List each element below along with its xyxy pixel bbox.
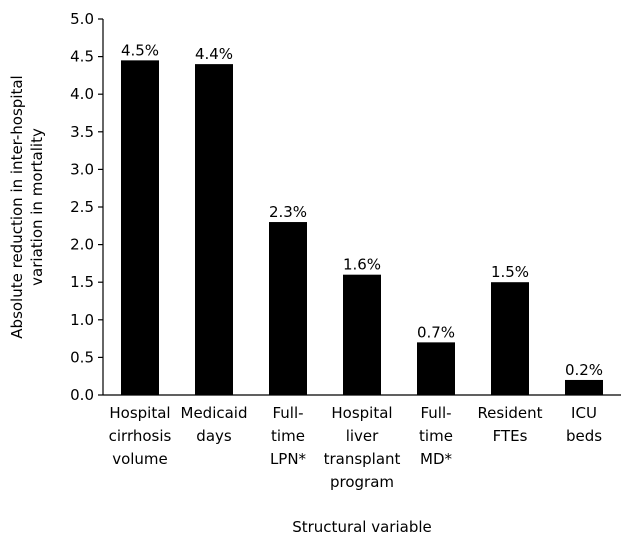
- category-label: ICU: [571, 404, 597, 422]
- y-axis-title-line: Absolute reduction in inter-hospital: [8, 75, 26, 338]
- y-axis: 0.0 0.5 1.0 1.5 2.0 2.5 3.0 3.5 4.0 4.5 5.0: [70, 10, 104, 404]
- y-axis-title: Absolute reduction in inter-hospital vari…: [8, 75, 46, 338]
- category-label: time: [271, 427, 305, 445]
- y-tick-label: 3.0: [70, 160, 94, 178]
- y-tick-label: 1.0: [70, 311, 94, 329]
- y-tick-label: 4.0: [70, 85, 94, 103]
- category-label: Full-: [272, 404, 303, 422]
- bar: [121, 60, 159, 396]
- category-label: LPN*: [270, 450, 307, 468]
- category-label: liver: [346, 427, 379, 445]
- category-label: cirrhosis: [109, 427, 172, 445]
- category-label: Hospital: [109, 404, 170, 422]
- bar: [417, 342, 455, 395]
- category-label: Resident: [477, 404, 542, 422]
- y-tick-label: 3.5: [70, 123, 94, 141]
- y-tick-label: 0.5: [70, 348, 94, 366]
- y-tick-label: 1.5: [70, 273, 94, 291]
- bar: [269, 222, 307, 395]
- data-label: 4.5%: [121, 41, 159, 59]
- category-label: MD*: [420, 450, 452, 468]
- category-label: days: [196, 427, 232, 445]
- data-label: 1.5%: [491, 263, 529, 281]
- data-label: 0.7%: [417, 323, 455, 341]
- category-label: Medicaid: [181, 404, 248, 422]
- category-label: Hospital: [331, 404, 392, 422]
- bar: [565, 379, 603, 395]
- data-label: 4.4%: [195, 45, 233, 63]
- bars: [121, 60, 603, 396]
- y-tick-label: 0.0: [70, 386, 94, 404]
- category-label: time: [419, 427, 453, 445]
- bar: [343, 274, 381, 395]
- bar: [195, 64, 233, 396]
- y-tick-label: 2.5: [70, 198, 94, 216]
- category-labels: Hospital cirrhosis volume Medicaid days Full-…: [109, 404, 603, 491]
- y-tick-label: 2.0: [70, 236, 94, 254]
- data-labels: 4.5% 4.4% 2.3% 1.6% 0.7% 1.5% 0.2%: [121, 41, 603, 379]
- y-tick-label: 4.5: [70, 48, 94, 66]
- data-label: 2.3%: [269, 203, 307, 221]
- bar: [491, 282, 529, 395]
- data-label: 0.2%: [565, 361, 603, 379]
- data-label: 1.6%: [343, 256, 381, 274]
- category-label: FTEs: [493, 427, 528, 445]
- category-label: volume: [112, 450, 168, 468]
- category-label: beds: [566, 427, 602, 445]
- x-axis-title: Structural variable: [292, 518, 432, 536]
- category-label: Full-: [420, 404, 451, 422]
- category-label: program: [330, 473, 394, 491]
- category-label: transplant: [324, 450, 401, 468]
- y-axis-title-line: variation in mortality: [28, 128, 46, 286]
- y-tick-label: 5.0: [70, 10, 94, 28]
